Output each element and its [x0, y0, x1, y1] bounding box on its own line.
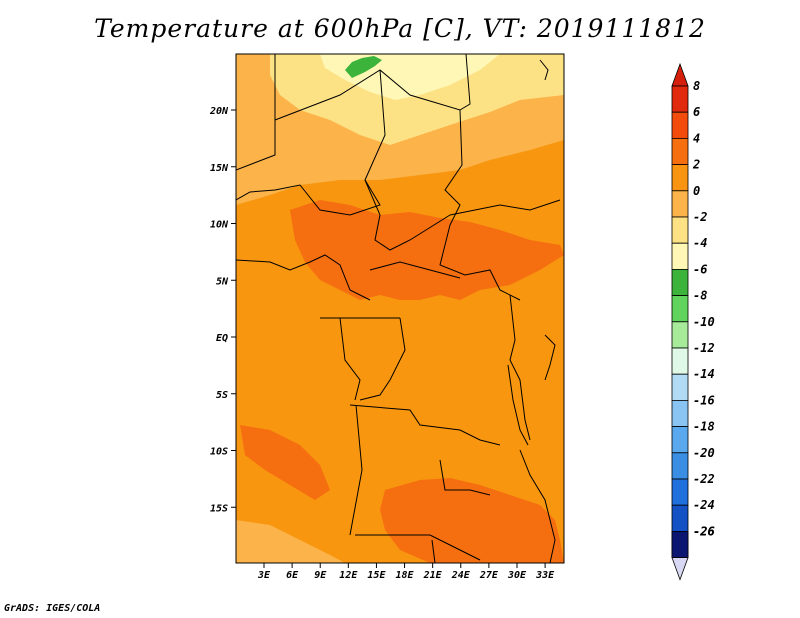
lon-tick-label: 15E	[367, 570, 386, 581]
colorbar-swatch	[671, 295, 689, 323]
lat-tick-label: 15N	[210, 163, 229, 174]
colorbar-swatch	[671, 137, 689, 165]
colorbar-swatch	[671, 478, 689, 506]
lon-tick-label: 30E	[507, 570, 527, 581]
colorbar-label: -14	[693, 367, 715, 381]
lon-tick-label: 33E	[535, 570, 555, 581]
colorbar-label: -18	[693, 420, 715, 434]
colorbar-swatch	[671, 111, 689, 139]
colorbar-label: -26	[693, 524, 715, 538]
temperature-field	[236, 54, 564, 563]
lat-tick-label: 5S	[216, 390, 228, 401]
field-green-patch	[345, 56, 382, 78]
colorbar-swatch	[671, 373, 689, 401]
lat-tick-label: EQ	[216, 333, 228, 344]
lat-tick-label: 5N	[216, 276, 229, 287]
field-warm-south	[380, 478, 564, 563]
colorbar-swatch	[671, 426, 689, 454]
colorbar-label: -16	[693, 393, 715, 407]
colorbar-label: -12	[693, 341, 715, 355]
colorbar-swatch	[671, 452, 689, 480]
field-warm-belt	[290, 200, 564, 300]
colorbar-swatch	[671, 190, 689, 218]
colorbar: 8 6 4 2 0 -2 -4 -6 -8 -10 -12 -14 -16 -18 -20 -22 -24 -26…	[671, 62, 715, 581]
colorbar-label: 8	[693, 79, 700, 93]
lon-tick-label: 21E	[423, 570, 443, 581]
latitude-axis: 20N 15N 10N 5N EQ 5S 10S 15S	[209, 106, 236, 514]
lon-tick-label: 18E	[396, 570, 415, 581]
colorbar-label: 2	[692, 158, 700, 172]
colorbar-swatch	[671, 164, 689, 192]
colorbar-label: -20	[693, 446, 715, 460]
colorbar-swatch	[671, 504, 689, 532]
colorbar-swatch	[671, 399, 689, 427]
lon-tick-label: 12E	[339, 570, 358, 581]
field-mild-southwest	[236, 520, 345, 563]
lat-tick-label: 10S	[210, 447, 228, 458]
colorbar-label: -26	[693, 524, 715, 538]
longitude-axis: 3E 6E 9E 12E 15E 18E 21E 24E 27E 30E 33E	[257, 563, 555, 581]
lat-tick-label: 20N	[209, 106, 229, 117]
colorbar-label: -8	[693, 289, 707, 303]
colorbar-label: -4	[693, 236, 707, 250]
lon-tick-label: 27E	[479, 570, 499, 581]
lon-tick-label: 6E	[286, 570, 299, 581]
colorbar-bottom-arrow	[671, 557, 689, 581]
colorbar-swatch	[671, 85, 689, 113]
lat-tick-label: 15S	[210, 503, 228, 514]
map-frame	[235, 53, 565, 564]
country-borders	[236, 54, 561, 563]
colorbar-swatch	[671, 321, 689, 349]
lon-tick-label: 9E	[314, 570, 327, 581]
lon-tick-label: 3E	[257, 570, 271, 581]
colorbar-label: 4	[693, 131, 700, 145]
colorbar-swatch	[671, 242, 689, 270]
colorbar-label: -22	[693, 472, 715, 486]
lat-tick-label: 10N	[210, 220, 229, 231]
colorbar-top-arrow	[671, 62, 689, 87]
lon-tick-label: 24E	[451, 570, 471, 581]
map-title: Temperature at 600hPa [C], VT: 201911181…	[94, 14, 706, 43]
colorbar-label: -6	[693, 262, 707, 276]
colorbar-swatch	[671, 531, 689, 559]
colorbar-swatch	[671, 268, 689, 296]
colorbar-swatch	[671, 216, 689, 244]
field-warm-patch-sw	[240, 425, 330, 500]
colorbar-swatch	[671, 347, 689, 375]
grads-credit: GrADS: IGES/COLA	[4, 603, 101, 614]
colorbar-label: -10	[693, 315, 715, 329]
colorbar-label: -24	[693, 498, 715, 512]
colorbar-label: 0	[693, 184, 700, 198]
colorbar-label: 6	[693, 105, 700, 119]
colorbar-label: -2	[693, 210, 707, 224]
